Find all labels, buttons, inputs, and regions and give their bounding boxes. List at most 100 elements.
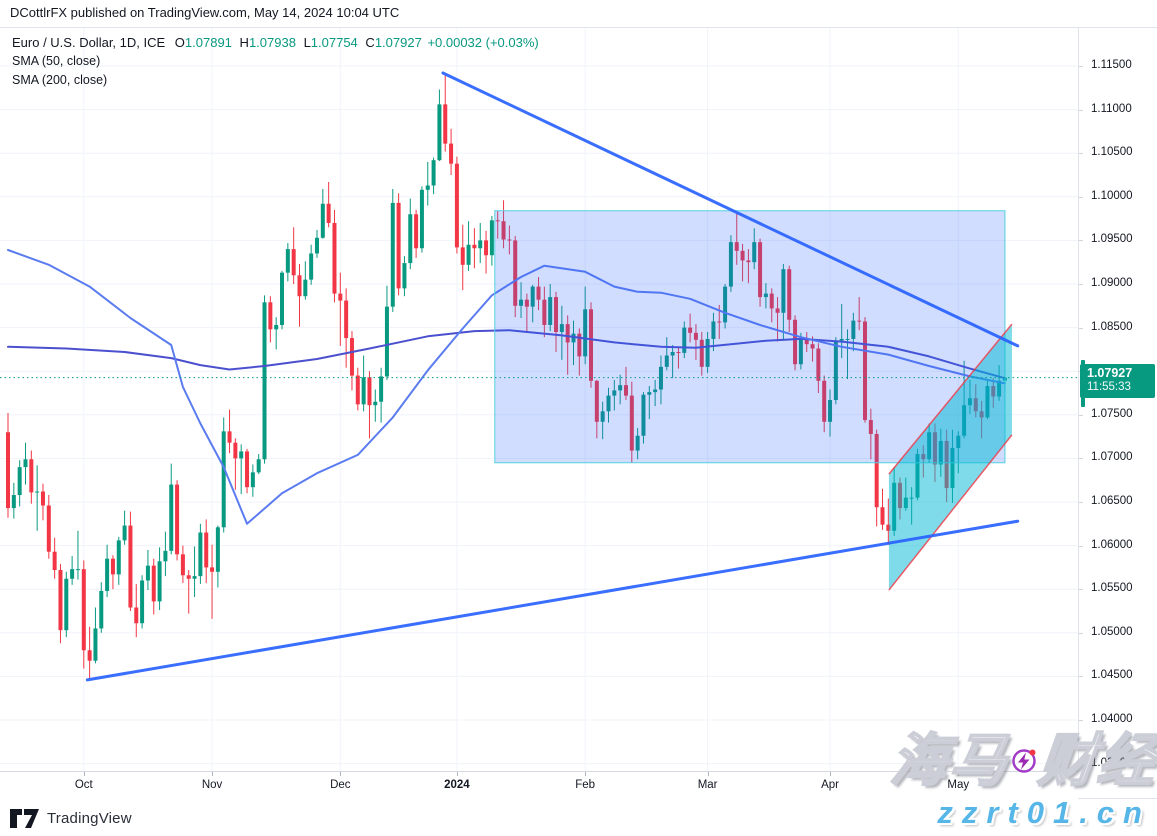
candle-body[interactable] — [87, 650, 92, 661]
symbol-row[interactable]: Euro / U.S. Dollar, 1D, ICE O1.07891 H1.… — [12, 33, 539, 52]
candle-body[interactable] — [798, 338, 803, 365]
candle-body[interactable] — [105, 558, 110, 591]
candle-body[interactable] — [682, 327, 687, 353]
candle-body[interactable] — [670, 352, 675, 356]
candle-body[interactable] — [705, 338, 710, 367]
candle-body[interactable] — [198, 532, 203, 577]
candle-body[interactable] — [822, 380, 827, 422]
candle-body[interactable] — [75, 569, 80, 571]
candle-body[interactable] — [530, 286, 535, 307]
candle-body[interactable] — [746, 260, 751, 263]
candle-body[interactable] — [408, 214, 413, 264]
candle-body[interactable] — [367, 377, 372, 406]
candle-body[interactable] — [285, 249, 290, 273]
candle-body[interactable] — [221, 431, 226, 528]
candle-body[interactable] — [192, 576, 197, 579]
candle-body[interactable] — [484, 240, 489, 256]
channel-upper-line[interactable] — [888, 323, 1013, 475]
candle-body[interactable] — [384, 306, 389, 377]
candle-body[interactable] — [758, 242, 763, 298]
candle-body[interactable] — [606, 395, 611, 412]
candle-body[interactable] — [140, 580, 145, 624]
candle-body[interactable] — [116, 540, 121, 575]
candle-body[interactable] — [577, 333, 582, 357]
candle-body[interactable] — [245, 451, 250, 488]
candle-body[interactable] — [256, 459, 261, 473]
candle-body[interactable] — [507, 239, 512, 241]
candle-body[interactable] — [629, 395, 634, 451]
candle-body[interactable] — [565, 324, 570, 343]
candle-body[interactable] — [128, 525, 133, 608]
candle-body[interactable] — [489, 220, 494, 256]
candle-body[interactable] — [548, 297, 553, 325]
candle-body[interactable] — [816, 348, 821, 381]
candle-body[interactable] — [134, 607, 139, 624]
candle-body[interactable] — [122, 525, 127, 541]
candle-body[interactable] — [431, 160, 436, 186]
candle-body[interactable] — [349, 338, 354, 376]
sma50-line[interactable] — [7, 249, 1006, 525]
candle-body[interactable] — [58, 570, 63, 631]
candle-body[interactable] — [717, 321, 722, 323]
candle-body[interactable] — [635, 435, 640, 451]
candle-body[interactable] — [81, 569, 86, 651]
candle-body[interactable] — [250, 472, 255, 488]
candle-body[interactable] — [390, 202, 395, 307]
candle-body[interactable] — [810, 344, 815, 349]
candle-body[interactable] — [693, 332, 698, 340]
candle-body[interactable] — [787, 269, 792, 320]
candle-body[interactable] — [600, 411, 605, 422]
candle-body[interactable] — [268, 302, 273, 330]
candle-body[interactable] — [227, 431, 232, 443]
candle-body[interactable] — [373, 401, 378, 406]
candle-body[interactable] — [180, 554, 185, 576]
candle-body[interactable] — [379, 376, 384, 402]
candle-body[interactable] — [583, 309, 588, 357]
candle-body[interactable] — [17, 467, 22, 496]
candle-body[interactable] — [274, 324, 279, 330]
descending-trendline-drawing[interactable] — [441, 71, 1020, 348]
candle-body[interactable] — [52, 551, 57, 571]
candle-body[interactable] — [425, 185, 430, 190]
candle-body[interactable] — [40, 491, 45, 506]
candle-body[interactable] — [752, 242, 757, 263]
candle-body[interactable] — [833, 340, 838, 400]
candle-body[interactable] — [233, 442, 238, 459]
candle-body[interactable] — [443, 104, 448, 144]
candle-body[interactable] — [338, 293, 343, 301]
candle-body[interactable] — [845, 338, 850, 340]
candle-body[interactable] — [472, 244, 477, 249]
candle-body[interactable] — [239, 451, 244, 459]
candle-body[interactable] — [763, 293, 768, 298]
candle-body[interactable] — [344, 300, 349, 339]
candle-body[interactable] — [711, 321, 716, 339]
candle-body[interactable] — [623, 385, 628, 396]
candle-body[interactable] — [70, 569, 75, 579]
candle-body[interactable] — [169, 484, 174, 551]
candle-body[interactable] — [157, 561, 162, 602]
candle-body[interactable] — [151, 565, 156, 602]
candle-body[interactable] — [314, 237, 319, 254]
candle-body[interactable] — [332, 222, 337, 294]
candle-body[interactable] — [728, 242, 733, 287]
candle-body[interactable] — [163, 550, 168, 562]
candle-body[interactable] — [589, 309, 593, 381]
candle-body[interactable] — [554, 297, 559, 332]
candle-body[interactable] — [828, 399, 833, 422]
price-chart-plot[interactable] — [0, 28, 1078, 771]
candle-body[interactable] — [734, 242, 739, 251]
candle-body[interactable] — [11, 495, 16, 509]
candle-body[interactable] — [519, 299, 524, 306]
candle-body[interactable] — [658, 366, 663, 390]
candle-body[interactable] — [501, 221, 506, 240]
symbol-title[interactable]: Euro / U.S. Dollar, 1D, ICE — [12, 35, 166, 50]
candle-body[interactable] — [536, 286, 541, 300]
candle-body[interactable] — [6, 432, 10, 509]
tradingview-attribution[interactable]: TradingView — [10, 806, 132, 830]
candle-body[interactable] — [215, 527, 220, 572]
candle-body[interactable] — [863, 321, 868, 421]
candle-body[interactable] — [460, 247, 465, 265]
candle-body[interactable] — [874, 433, 879, 508]
candle-body[interactable] — [210, 567, 215, 572]
candle-body[interactable] — [46, 505, 51, 552]
